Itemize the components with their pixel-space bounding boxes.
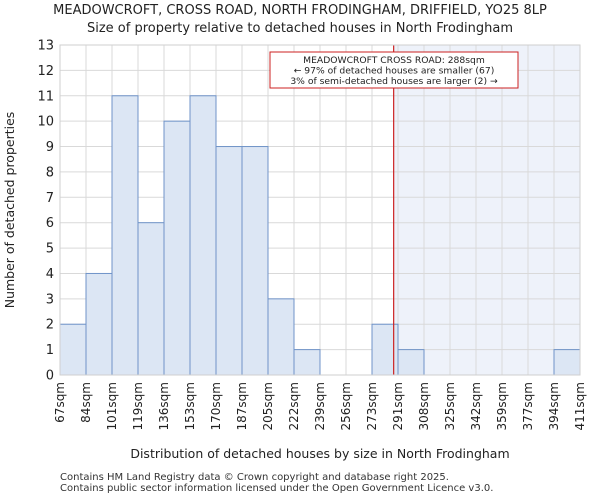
annotation-box	[269, 51, 519, 89]
histogram-bar	[111, 95, 139, 376]
x-tick-label: 84sqm	[79, 382, 93, 423]
y-tick-label: 8	[46, 165, 54, 180]
x-tick-label: 187sqm	[235, 382, 249, 430]
y-tick-label: 5	[46, 242, 54, 257]
y-tick-label: 13	[37, 39, 54, 54]
chart-title: MEADOWCROFT, CROSS ROAD, NORTH FRODINGHA…	[0, 2, 600, 38]
histogram-bar	[137, 222, 165, 376]
y-tick-label: 4	[46, 267, 54, 282]
histogram-bar	[189, 95, 217, 376]
x-tick-label: 291sqm	[391, 382, 405, 430]
chart-title-main: MEADOWCROFT, CROSS ROAD, NORTH FRODINGHA…	[53, 3, 547, 18]
y-tick-label: 7	[46, 191, 54, 206]
histogram-bar	[241, 146, 269, 376]
histogram-bar	[293, 349, 321, 376]
histogram-bar	[163, 120, 191, 376]
x-tick-label: 101sqm	[105, 382, 119, 430]
histogram-bar	[267, 298, 295, 376]
x-tick-label: 136sqm	[157, 382, 171, 430]
histogram-bar	[59, 323, 87, 376]
x-tick-label: 342sqm	[469, 382, 483, 430]
x-axis-label: Distribution of detached houses by size …	[130, 446, 509, 461]
footer-line-2: Contains public sector information licen…	[60, 483, 494, 494]
x-tick-label: 239sqm	[313, 382, 327, 430]
annotation-line: ← 97% of detached houses are smaller (67…	[294, 66, 495, 77]
x-tick-label: 205sqm	[261, 382, 275, 430]
y-tick-label: 9	[46, 140, 54, 155]
x-tick-label: 153sqm	[183, 382, 197, 430]
y-tick-label: 10	[37, 115, 54, 130]
y-tick-label: 0	[46, 369, 54, 384]
x-tick-label: 119sqm	[131, 382, 145, 430]
x-tick-label: 359sqm	[495, 382, 509, 430]
histogram-bar	[553, 349, 581, 376]
x-tick-label: 67sqm	[53, 382, 67, 423]
y-tick-label: 2	[46, 318, 54, 333]
x-tick-label: 308sqm	[417, 382, 431, 430]
highlight-region	[393, 45, 580, 375]
footer: Contains HM Land Registry data © Crown c…	[60, 472, 493, 494]
x-tick-label: 170sqm	[209, 382, 223, 430]
y-axis-label: Number of detached properties	[2, 112, 17, 309]
histogram-bar	[397, 349, 425, 376]
x-tick-label: 411sqm	[573, 382, 587, 430]
x-tick-label: 325sqm	[443, 382, 457, 430]
x-tick-label: 222sqm	[287, 382, 301, 430]
x-tick-label: 377sqm	[521, 382, 535, 430]
y-tick-label: 11	[37, 89, 54, 104]
annotation-line: MEADOWCROFT CROSS ROAD: 288sqm	[303, 55, 485, 66]
y-tick-label: 3	[46, 292, 54, 307]
footer-line-1: Contains HM Land Registry data © Crown c…	[60, 472, 449, 483]
x-tick-label: 256sqm	[339, 382, 353, 430]
x-tick-label: 273sqm	[365, 382, 379, 430]
histogram-bar	[215, 146, 243, 376]
y-tick-label: 6	[46, 216, 54, 231]
y-tick-label: 1	[46, 343, 54, 358]
histogram-bar	[85, 272, 113, 376]
plot-frame	[59, 44, 581, 376]
x-tick-label: 394sqm	[547, 382, 561, 430]
annotation-line: 3% of semi-detached houses are larger (2…	[290, 76, 498, 87]
y-tick-label: 12	[37, 64, 54, 79]
chart-subtitle: Size of property relative to detached ho…	[86, 21, 514, 36]
